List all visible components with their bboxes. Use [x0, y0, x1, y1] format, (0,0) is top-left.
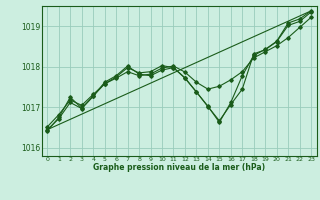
X-axis label: Graphe pression niveau de la mer (hPa): Graphe pression niveau de la mer (hPa): [93, 163, 265, 172]
